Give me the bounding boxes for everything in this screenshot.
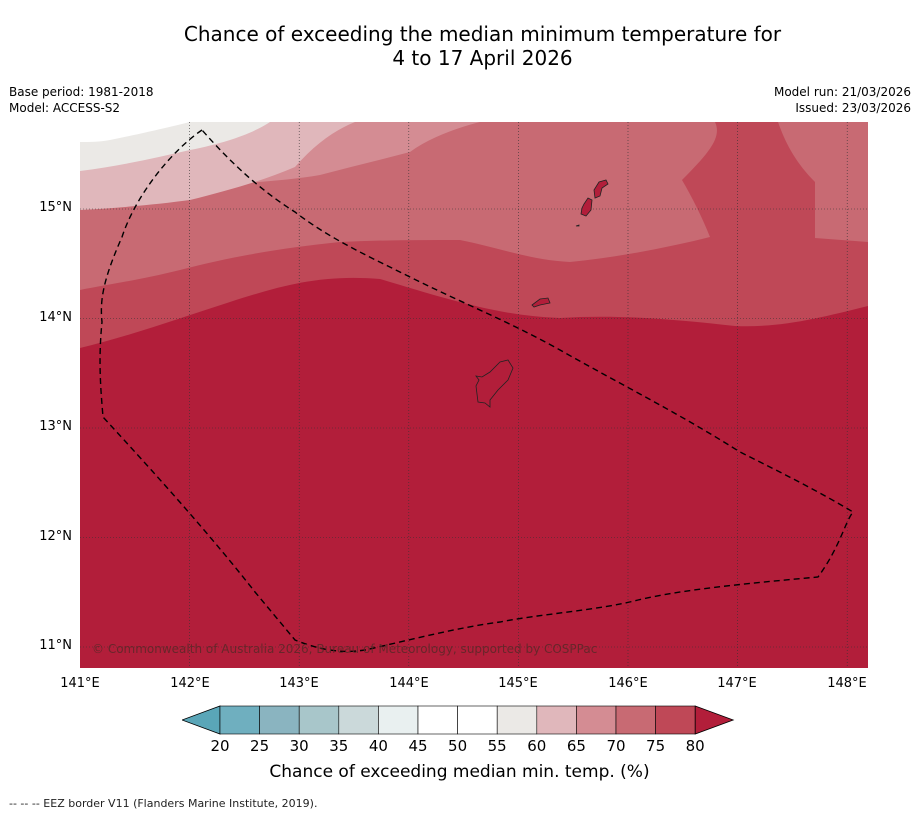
lat-label-14n: 14°N xyxy=(39,310,72,325)
colorbar-tick-label: 70 xyxy=(606,737,626,755)
colorbar-tick-label: 55 xyxy=(487,737,507,755)
colorbar-tick-label: 60 xyxy=(527,737,547,755)
lon-label-146e: 146°E xyxy=(608,676,648,691)
lat-label-15n: 15°N xyxy=(39,200,72,215)
map-title: Chance of exceeding the median minimum t… xyxy=(0,22,919,70)
colorbar xyxy=(180,704,738,736)
graticule xyxy=(80,122,868,668)
colorbar-box xyxy=(259,705,300,735)
colorbar-tick-label: 35 xyxy=(329,737,349,755)
lat-label-11n: 11°N xyxy=(39,638,72,653)
colorbar-box xyxy=(298,705,340,735)
colorbar-box xyxy=(378,705,419,735)
eez-border xyxy=(99,129,855,653)
colorbar-box xyxy=(615,705,656,735)
colorbar-box xyxy=(576,705,617,735)
colorbar-box xyxy=(417,705,458,735)
lat-label-13n: 13°N xyxy=(39,419,72,434)
island-guam xyxy=(475,359,514,408)
lon-label-148e: 148°E xyxy=(827,676,867,691)
lon-label-142e: 142°E xyxy=(170,676,210,691)
colorbar-tick-label: 75 xyxy=(646,737,666,755)
colorbar-box xyxy=(457,705,498,735)
colorbar-tick-label: 80 xyxy=(685,737,705,755)
lon-label-147e: 147°E xyxy=(717,676,757,691)
issued-text: Issued: 23/03/2026 xyxy=(795,101,911,115)
colorbar-arrow-low xyxy=(180,705,221,735)
colorbar-box xyxy=(536,705,577,735)
colorbar-tick-label: 50 xyxy=(448,737,468,755)
colorbar-tick-label: 45 xyxy=(408,737,428,755)
lat-label-12n: 12°N xyxy=(39,529,72,544)
map-panel xyxy=(80,122,868,668)
lon-label-141e: 141°E xyxy=(60,676,100,691)
colorbar-box xyxy=(496,705,538,735)
island-rota xyxy=(531,297,551,308)
colorbar-tick-label: 20 xyxy=(210,737,230,755)
model-text: Model: ACCESS-S2 xyxy=(9,101,121,115)
colorbar-tick-label: 25 xyxy=(250,737,270,755)
colorbar-box xyxy=(338,705,379,735)
island-tinian xyxy=(580,197,593,217)
lon-label-145e: 145°E xyxy=(498,676,538,691)
island-aguijan xyxy=(575,224,580,227)
colorbar-tick-label: 30 xyxy=(289,737,309,755)
meta-right: Model run: 21/03/2026 Issued: 23/03/2026 xyxy=(774,84,911,116)
colorbar-tick-label: 40 xyxy=(368,737,388,755)
island-saipan xyxy=(593,179,609,199)
map-title-line-1: Chance of exceeding the median minimum t… xyxy=(183,22,782,46)
colorbar-title: Chance of exceeding median min. temp. (%… xyxy=(269,762,650,782)
islands xyxy=(475,179,609,408)
map-title-line-2: 4 to 17 April 2026 xyxy=(392,46,573,70)
lon-label-144e: 144°E xyxy=(389,676,429,691)
colorbar-box xyxy=(219,705,260,735)
colorbar-box xyxy=(655,705,696,735)
colorbar-tick-label: 65 xyxy=(566,737,586,755)
map-canvas xyxy=(80,122,868,668)
colorbar-graphic xyxy=(180,705,735,735)
meta-left: Base period: 1981-2018 Model: ACCESS-S2 xyxy=(9,84,154,116)
copyright-text: © Commonwealth of Australia 2026, Bureau… xyxy=(92,642,598,656)
base-period-text: Base period: 1981-2018 xyxy=(9,85,154,99)
lon-label-143e: 143°E xyxy=(279,676,319,691)
colorbar-arrow-high xyxy=(694,705,735,735)
band-50-55 xyxy=(80,122,190,142)
eez-legend-footnote: -- -- -- EEZ border V11 (Flanders Marine… xyxy=(9,797,318,810)
model-run-text: Model run: 21/03/2026 xyxy=(773,85,911,99)
